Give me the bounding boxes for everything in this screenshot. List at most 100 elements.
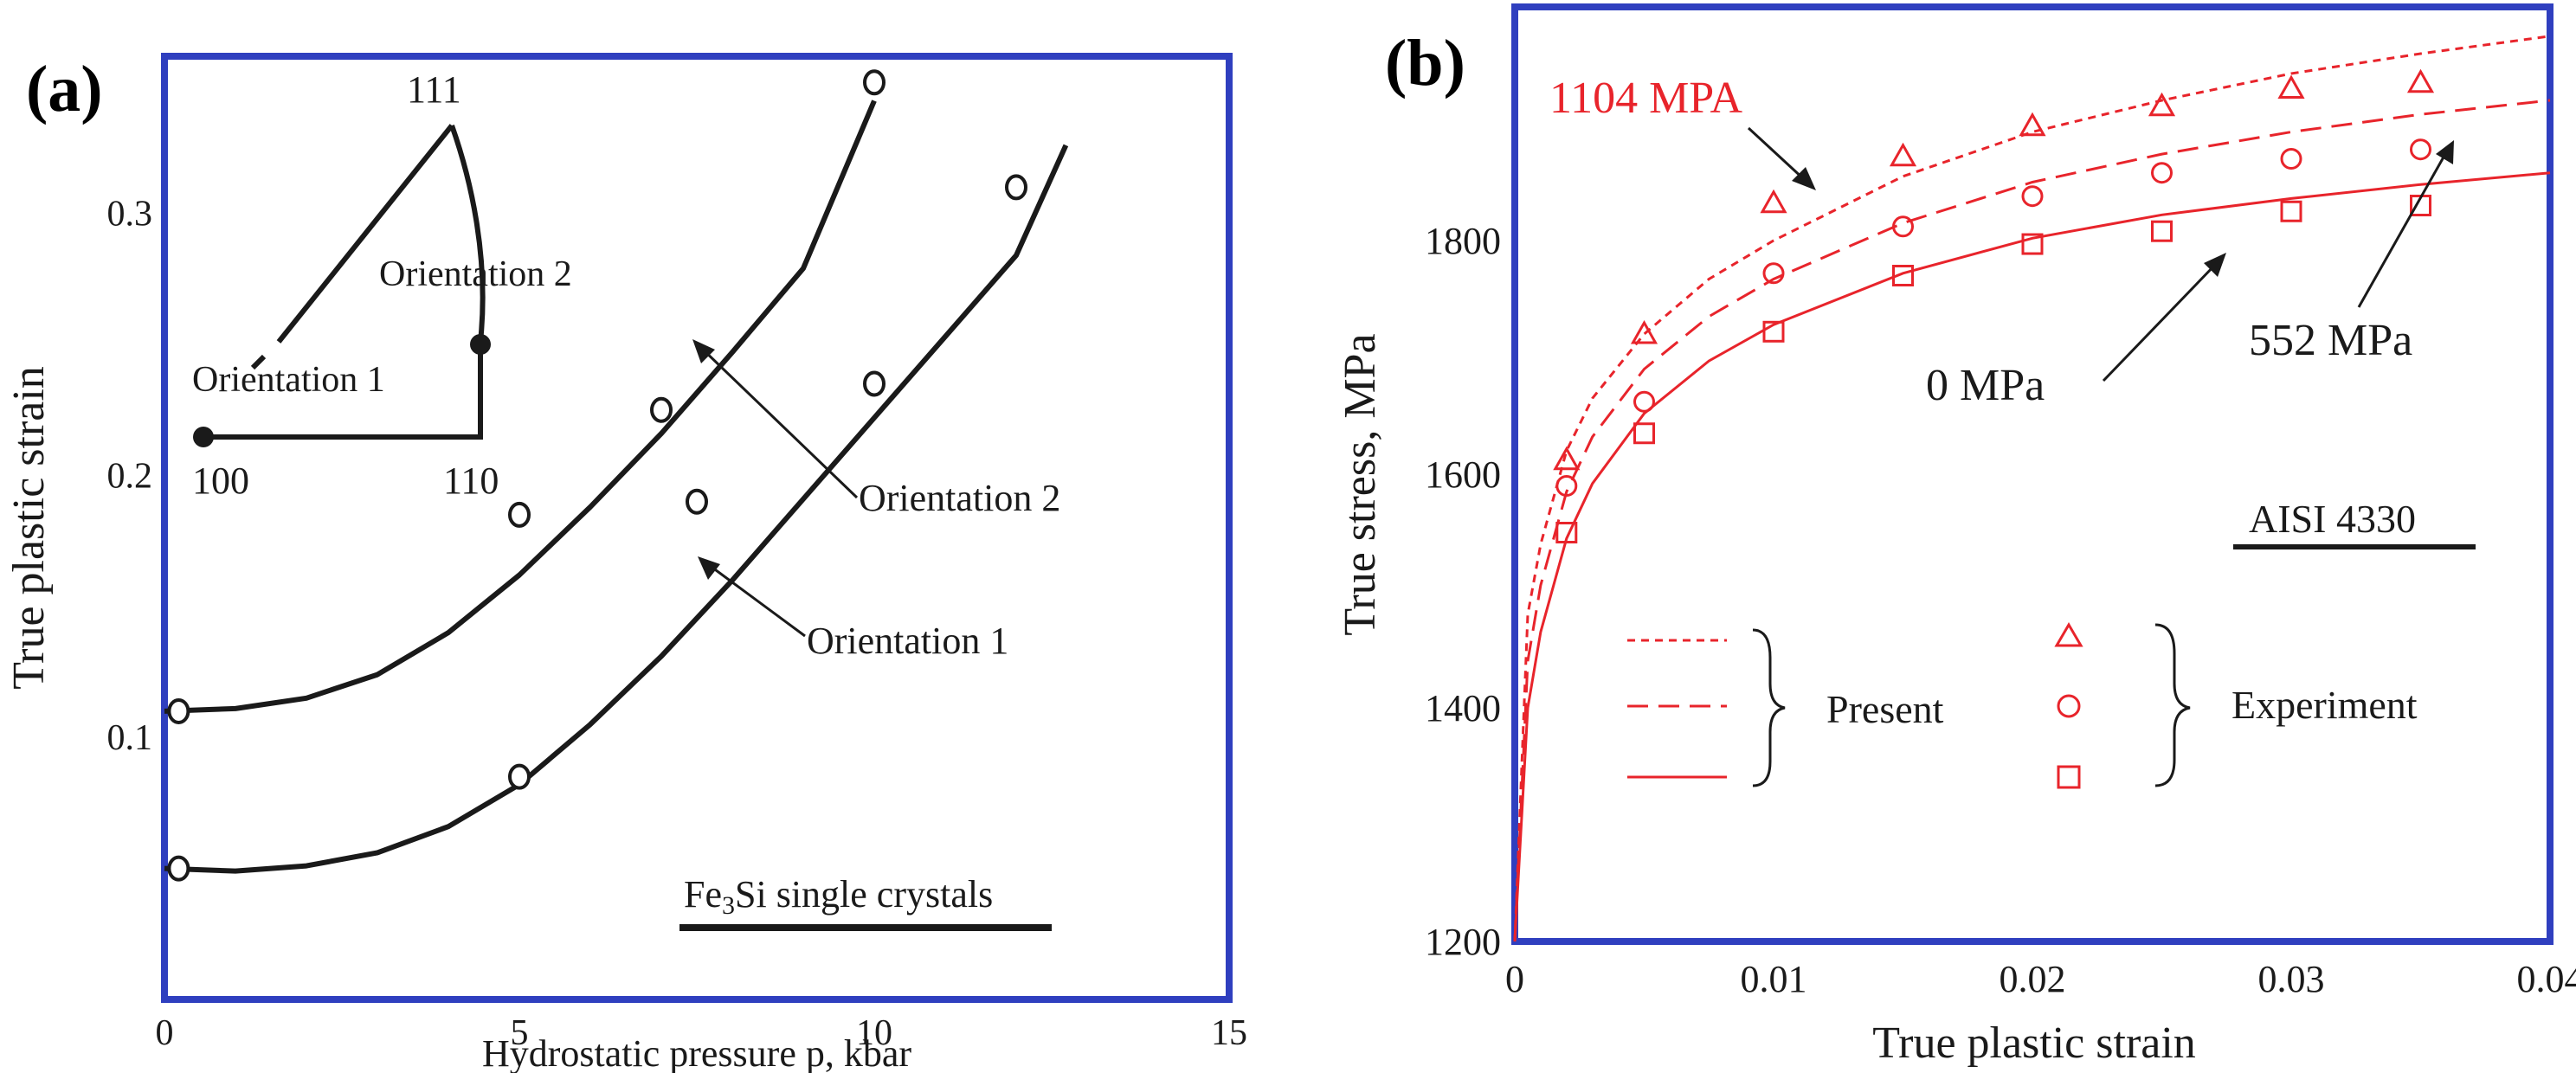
arrow-552-shaft [2357, 153, 2447, 308]
experiment-point-square [1555, 522, 1578, 543]
arrow-0-shaft [2102, 262, 2218, 382]
experiment-point-square [2151, 220, 2173, 242]
panel-a-fit-curves [164, 100, 1069, 874]
data-point-orientation-2 [650, 396, 673, 423]
panel-a-annotations: Orientation 2 Orientation 1 Fe3Si single… [679, 339, 1060, 931]
panel-a-tag: (a) [26, 53, 103, 125]
panel-b-xtick-label: 0.02 [2000, 958, 2066, 1000]
arrow-1104-head [1792, 167, 1816, 190]
inset-edge-right [449, 124, 486, 343]
panel-a-ytick-label: 0.1 [107, 718, 153, 758]
panel-b-present-curves [1513, 35, 2551, 942]
panel-a-ytick-label: 0.3 [107, 195, 153, 235]
panel-b-tick-labels: 0 0.01 0.02 0.03 0.04 1200 1400 1600 1800 [1425, 220, 2576, 1000]
panel-b-ytick-label: 1200 [1425, 921, 1501, 963]
panel-b-xtick-label: 0.03 [2258, 958, 2325, 1000]
experiment-point-circle [1762, 262, 1785, 285]
orientation2-arrow-shaft [698, 344, 859, 499]
experiment-point-square [1892, 265, 1914, 286]
panel-a-xtick-label: 15 [1211, 1013, 1247, 1053]
experiment-point-triangle [2148, 92, 2176, 117]
panel-b-frame [1511, 3, 2553, 945]
experiment-point-triangle [1889, 142, 1917, 167]
fit-curve-orientation-2 [164, 100, 877, 714]
legend-brace-experiment [2154, 623, 2191, 787]
orientation1-label: Orientation 1 [807, 620, 1008, 662]
data-point-orientation-1 [167, 855, 190, 882]
legend-marker-triangle [2054, 622, 2083, 647]
inset-edge-left-tail [250, 354, 267, 370]
panel-a-xlabel: Hydrostatic pressure p, kbar [482, 1032, 911, 1073]
label-552-mpa: 552 MPa [2249, 316, 2412, 365]
present-curve-solid [1513, 171, 2551, 942]
panel-b-tag: (b) [1385, 27, 1465, 100]
label-0-mpa: 0 MPa [1926, 361, 2045, 410]
present-curve-dotted [1513, 35, 2551, 942]
panel-a-data-points [167, 69, 1027, 882]
orientation2-label: Orientation 2 [859, 477, 1060, 519]
inset-orientation1-dot [193, 427, 214, 447]
legend-marker-circle [2057, 694, 2081, 718]
orientation2-arrow-head [692, 339, 715, 363]
panel-b-ytick-label: 1800 [1425, 220, 1501, 262]
experiment-point-circle [1633, 390, 1655, 413]
panel-a-ylabel: True plastic strain [4, 366, 54, 690]
experiment-point-triangle [2277, 74, 2305, 99]
panel-a-xtick-label: 5 [511, 1013, 529, 1053]
experiment-point-circle [2280, 148, 2302, 170]
present-curve-dashed [1513, 99, 2551, 942]
arrow-1104-shaft [1747, 126, 1806, 182]
panel-a-xtick-label: 10 [856, 1013, 892, 1053]
experiment-point-circle [1892, 215, 1914, 238]
panel-a-xtick-label: 0 [156, 1013, 174, 1053]
legend-brace-present [1752, 628, 1786, 787]
panel-a-frame [161, 53, 1233, 1003]
experiment-point-circle [2410, 138, 2431, 161]
legend-present-label: Present [1826, 687, 1944, 731]
panel-b-legend: Present Experiment [1627, 622, 2418, 789]
experiment-point-circle [1555, 475, 1578, 497]
inset-label-orientation1: Orientation 1 [192, 360, 385, 400]
inset-edge-bottom [203, 342, 483, 440]
panel-b: (b) 0 0.01 0.02 0.03 0.04 1200 1400 1600 1800 Tr… [1336, 3, 2576, 1068]
panel-b-xtick-label: 0.04 [2517, 958, 2576, 1000]
inset-orientation2-dot [470, 334, 491, 355]
panel-a-ytick-label: 0.2 [107, 456, 153, 496]
experiment-point-triangle [1630, 319, 1658, 344]
fit-curve-orientation-1 [164, 144, 1069, 874]
experiment-point-square [2021, 233, 2044, 255]
panel-b-xtick-label: 0 [1505, 958, 1524, 1000]
data-point-orientation-1 [863, 370, 886, 397]
panel-b-annotations: 1104 MPA 552 MPa 0 MPa AISI 4330 [1549, 74, 2476, 549]
experiment-point-triangle [1553, 446, 1581, 471]
inset-label-orientation2: Orientation 2 [379, 254, 572, 294]
legend-experiment-label: Experiment [2231, 683, 2418, 727]
inset-label-100: 100 [192, 459, 249, 502]
inset-edge-left [276, 124, 454, 344]
experiment-point-triangle [2019, 112, 2046, 137]
experiment-point-triangle [2406, 68, 2435, 93]
data-point-orientation-2 [508, 501, 531, 528]
experiment-point-square [2280, 200, 2302, 222]
inset-stereographic-triangle: 111 100 110 Orientation 1 Orientation 2 [192, 68, 572, 502]
orientation1-arrow-shaft [705, 561, 806, 638]
inset-label-111: 111 [407, 68, 461, 111]
panel-b-experiment-points [1553, 68, 2435, 543]
orientation1-arrow-head [698, 556, 720, 580]
data-point-orientation-2 [167, 697, 190, 724]
panel-b-ylabel: True stress, MPa [1336, 333, 1385, 635]
panel-b-ytick-label: 1600 [1425, 453, 1501, 496]
material-label-b: AISI 4330 [2249, 497, 2416, 541]
experiment-point-circle [2151, 162, 2173, 184]
arrow-552-head [2436, 140, 2454, 164]
experiment-point-square [1633, 422, 1655, 445]
label-1104-mpa: 1104 MPA [1549, 74, 1742, 123]
data-point-orientation-1 [1005, 174, 1027, 201]
panel-a: (a) 0 5 10 150.10.20.3 True plastic strain … [4, 53, 1247, 1073]
panel-b-xlabel: True plastic strain [1872, 1018, 2196, 1068]
data-point-orientation-2 [863, 69, 886, 96]
experiment-point-circle [2021, 185, 2044, 208]
data-point-orientation-1 [508, 763, 531, 790]
legend-marker-square [2057, 765, 2081, 789]
